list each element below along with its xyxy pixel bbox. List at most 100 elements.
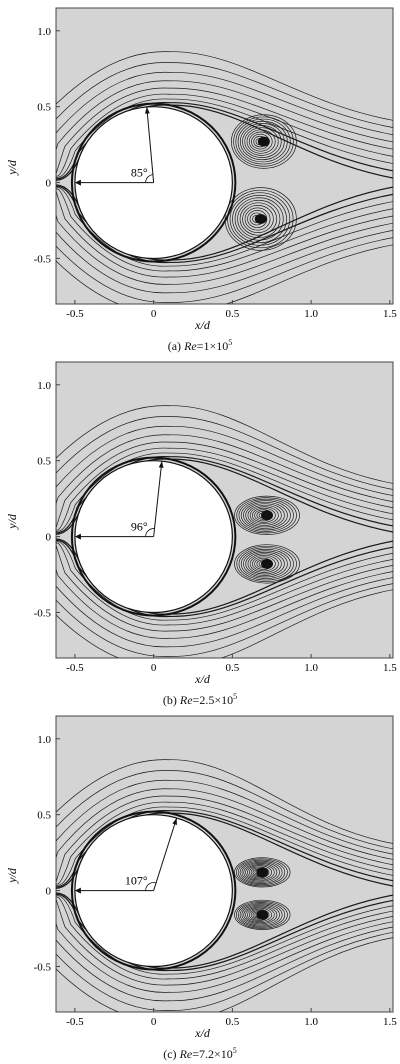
- x-tick-label: 1.5: [383, 1016, 397, 1028]
- vortex-lower-contour: [237, 902, 286, 928]
- caption-b: (b) Re=2.5×105: [0, 690, 400, 707]
- outer-streamline-down: [56, 895, 393, 975]
- vortex-upper-contour: [243, 863, 278, 882]
- angle-label: 96°: [131, 520, 148, 534]
- caption-c-prefix: (c): [163, 1047, 180, 1061]
- cylinder-boundary-layer: [70, 456, 237, 617]
- vortex-upper-contour: [234, 495, 300, 535]
- outer-streamline-up: [56, 458, 393, 535]
- vortex-upper-contour: [236, 497, 297, 534]
- vortex-upper-contour: [234, 857, 291, 888]
- vortex-upper-contour: [249, 506, 279, 525]
- arrowhead-icon: [158, 461, 164, 468]
- vortex-lower-contour: [237, 199, 281, 239]
- vortex-upper-contour: [240, 500, 291, 531]
- outer-streamline-up: [56, 51, 393, 169]
- caption-a-exponent: 5: [228, 338, 233, 347]
- vortex-upper-core: [256, 867, 269, 878]
- y-axis-label: y/d: [5, 513, 19, 530]
- vortex-upper-contour: [239, 860, 283, 884]
- outer-streamline-down: [56, 547, 393, 648]
- caption-a-value: =1×10: [196, 339, 229, 353]
- outer-streamline-down: [56, 192, 393, 285]
- vortex-lower-contour: [244, 207, 271, 231]
- x-tick-label: 0: [151, 1016, 157, 1028]
- vortex-upper-core: [261, 510, 274, 521]
- outer-streamline-up: [56, 441, 393, 530]
- outer-streamline-up: [56, 80, 393, 174]
- outer-streamline-up: [56, 779, 393, 880]
- vortex-upper-contour: [247, 865, 273, 880]
- vortex-lower-contour: [248, 908, 270, 921]
- x-axis-label: x/d: [194, 318, 211, 332]
- outer-streamline-down: [56, 896, 393, 980]
- vortex-lower-contour: [236, 545, 297, 582]
- vortex-lower-contour: [247, 553, 282, 575]
- outer-streamline-down: [56, 193, 393, 294]
- y-tick-label: 1.0: [37, 380, 51, 392]
- angle-label: 85°: [131, 166, 148, 180]
- vortex-upper-contour: [248, 866, 270, 879]
- x-tick-label: -0.5: [66, 308, 84, 320]
- vortex-upper-contour: [235, 118, 291, 165]
- outer-streamline-down: [56, 549, 393, 657]
- vortex-upper-contour: [247, 504, 282, 526]
- arrowhead-icon: [74, 533, 81, 540]
- outer-streamline-down: [56, 187, 393, 267]
- outer-streamline-down: [56, 546, 393, 639]
- x-axis-label: x/d: [194, 672, 211, 686]
- vortex-upper-contour: [243, 501, 288, 529]
- vortex-upper-contour: [238, 498, 294, 532]
- vortex-lower-contour: [236, 900, 288, 929]
- vortex-lower-contour: [249, 554, 279, 573]
- angle-ray-separation: [153, 461, 163, 537]
- y-tick-label: -0.5: [34, 961, 52, 973]
- caption-b-prefix: (b): [162, 693, 180, 707]
- y-tick-label: 0.5: [37, 102, 51, 114]
- x-tick-label: -0.5: [66, 662, 84, 674]
- vortex-lower-contour: [239, 903, 283, 927]
- caption-b-value: =2.5×10: [192, 693, 234, 707]
- x-tick-label: 1.5: [383, 662, 397, 674]
- x-tick-label: 0.5: [225, 662, 239, 674]
- streamline-plot-a: 85° -0.5 0 0.5 1.0 1.5 1.0 0.5 0 -0.5 x/d y/d: [5, 7, 397, 332]
- x-tick-label: 1.5: [383, 308, 397, 320]
- caption-c-exponent: 5: [232, 1046, 237, 1055]
- outer-streamline-up: [56, 62, 393, 171]
- y-tick-label: 1.0: [37, 26, 51, 38]
- streamline-plot-c: 107° -0.5 0 0.5 1.0 1.5 1.0 0.5 0 -0.5 x/d y/d: [5, 715, 397, 1040]
- outer-streamline-up: [56, 87, 393, 176]
- outer-streamline-up: [56, 447, 393, 531]
- vortex-upper-contour: [237, 859, 286, 886]
- vortex-upper-contour: [237, 120, 288, 163]
- outer-streamline-down: [56, 550, 393, 658]
- angle-arc: [145, 528, 155, 537]
- vortex-lower-contour: [245, 906, 275, 924]
- vortex-upper-contour: [239, 123, 285, 161]
- x-tick-label: 1.0: [304, 308, 318, 320]
- x-tick-label: 0.5: [225, 308, 239, 320]
- vortex-upper-contour: [252, 507, 276, 523]
- arrowhead-icon: [74, 179, 81, 186]
- vortex-lower-core: [256, 909, 269, 920]
- vortex-lower-contour: [238, 547, 294, 581]
- outer-streamline-down: [56, 189, 393, 278]
- vortex-upper-contour: [246, 129, 276, 154]
- y-tick-label: 0: [46, 532, 52, 544]
- outer-streamline-up: [56, 416, 393, 525]
- outer-streamline-up: [56, 93, 393, 177]
- vortex-lower-contour: [234, 197, 284, 241]
- panel-c: 107° -0.5 0 0.5 1.0 1.5 1.0 0.5 0 -0.5 x/d y/d (c) …: [0, 708, 400, 1062]
- y-tick-label: 0.5: [37, 810, 51, 822]
- outer-streamline-down: [56, 188, 393, 272]
- outer-streamline-up: [56, 770, 393, 879]
- caption-b-re: Re: [179, 693, 193, 707]
- panel-b: 96° -0.5 0 0.5 1.0 1.5 1.0 0.5 0 -0.5 x/d y/d (b) R…: [0, 354, 400, 708]
- outer-streamline-down: [56, 195, 393, 303]
- vortex-upper-contour: [241, 861, 280, 883]
- caption-a-re: Re: [184, 339, 197, 353]
- y-tick-label: 0: [46, 886, 52, 898]
- outer-streamline-down: [56, 904, 393, 1012]
- y-tick-label: 0: [46, 178, 52, 190]
- outer-streamline-down: [56, 903, 393, 1011]
